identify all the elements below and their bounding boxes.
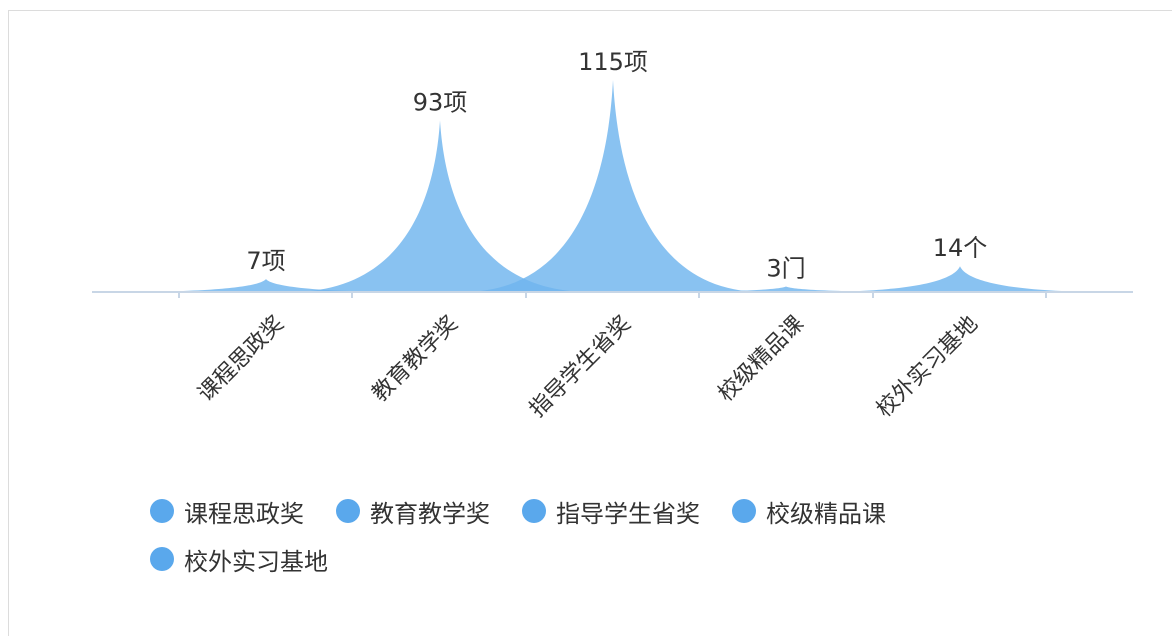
area-peak-2 — [290, 120, 590, 292]
area-peak-3 — [463, 80, 763, 292]
area-peak-1 — [116, 279, 416, 292]
legend-marker-icon — [732, 499, 756, 523]
legend-marker-icon — [150, 499, 174, 523]
legend-label: 教育教学奖 — [370, 499, 490, 528]
legend-marker-icon — [336, 499, 360, 523]
legend: 课程思政奖 教育教学奖 指导学生省奖 校级精品课校外实习基地 — [150, 496, 1070, 576]
data-label-4: 3门 — [766, 254, 805, 282]
x-axis-tick-labels: 课程思政奖 教育教学奖 指导学生省奖 校级精品课 校外实习基地 — [194, 311, 983, 422]
legend-item-4[interactable]: 校级精品课 — [732, 496, 886, 528]
legend-label: 校级精品课 — [766, 499, 886, 528]
series-areas — [116, 80, 1110, 292]
legend-label: 课程思政奖 — [184, 499, 304, 528]
x-axis-ticks — [178, 292, 1047, 298]
data-label-1: 7项 — [246, 247, 285, 275]
data-label-2: 93项 — [413, 89, 468, 117]
legend-item-3[interactable]: 指导学生省奖 — [522, 496, 700, 528]
legend-item-5[interactable]: 校外实习基地 — [150, 544, 328, 576]
legend-marker-icon — [150, 547, 174, 571]
area-peak-4 — [636, 286, 936, 292]
data-label-5: 14个 — [933, 234, 988, 262]
legend-item-1[interactable]: 课程思政奖 — [150, 496, 304, 528]
legend-marker-icon — [522, 499, 546, 523]
data-label-3: 115项 — [578, 48, 648, 76]
data-labels: 7项 93项 115项 3门 14个 — [246, 48, 987, 282]
legend-item-2[interactable]: 教育教学奖 — [336, 496, 490, 528]
area-peak-5 — [810, 266, 1110, 292]
legend-label: 指导学生省奖 — [556, 499, 700, 528]
chart-frame — [8, 10, 1172, 636]
x-tick-label-5: 校外实习基地 — [872, 311, 983, 422]
x-tick-label-4: 校级精品课 — [714, 311, 809, 406]
legend-label: 校外实习基地 — [184, 547, 328, 576]
x-tick-label-2: 教育教学奖 — [368, 311, 463, 406]
x-tick-label-1: 课程思政奖 — [194, 311, 289, 406]
x-tick-label-3: 指导学生省奖 — [525, 311, 636, 422]
